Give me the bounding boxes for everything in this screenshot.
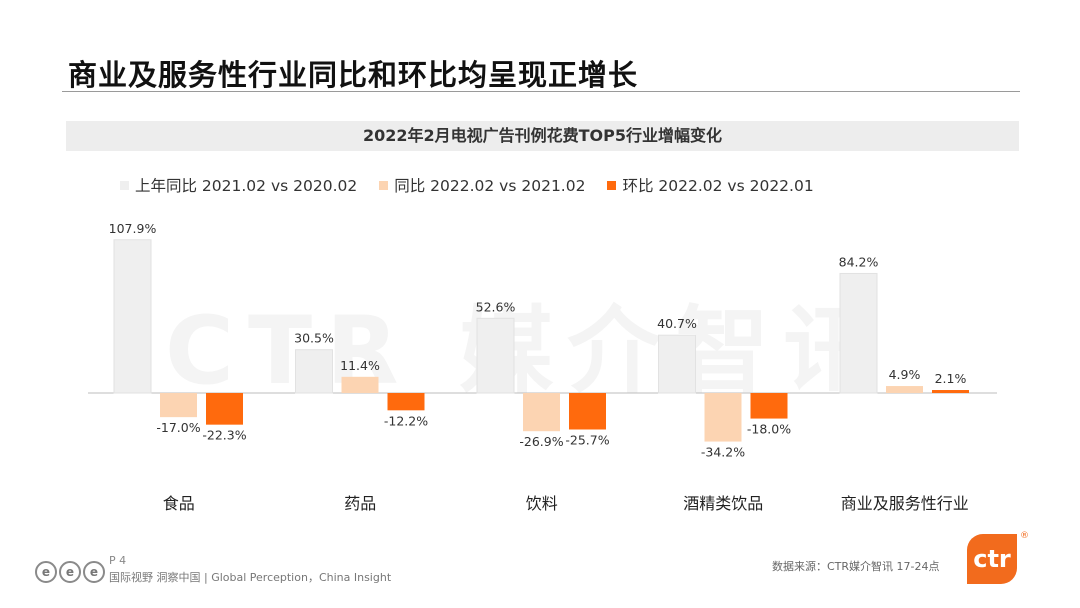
ctr-logo: ctr [967,534,1017,584]
bar-0-0 [113,239,152,394]
legend-swatch [120,180,129,190]
data-label: -12.2% [384,413,428,428]
footer-slogan: 国际视野 洞察中国 | Global Perception，China Insi… [109,571,392,584]
legend-swatch [379,180,389,190]
bar-2-2 [569,393,606,430]
category-label: 饮料 [526,494,558,513]
data-label: 11.4% [340,358,380,373]
data-label: 4.9% [889,367,921,382]
category-label: 药品 [344,494,376,513]
data-label: -17.0% [156,420,200,435]
data-label: 2.1% [935,371,967,386]
bar-0-1 [160,393,197,418]
chart-title: 2022年2月电视广告刊例花费TOP5行业增幅变化 [66,121,1019,151]
data-label: 40.7% [657,316,697,331]
circle-e-icon: e [83,561,105,583]
data-label: 107.9% [109,221,157,236]
data-label: -34.2% [701,445,745,460]
bar-3-0 [658,334,696,394]
legend-swatch [607,180,617,190]
bar-2-0 [476,317,515,394]
legend-label: 同比 2022.02 vs 2021.02 [394,177,586,195]
registered-mark: ® [1020,531,1029,541]
legend-label: 上年同比 2021.02 vs 2020.02 [135,177,358,195]
watermark: CTR 媒介智讯 [165,297,892,406]
data-label: -26.9% [519,434,563,449]
bar-4-2 [932,390,969,393]
legend-item-yoy: 同比 2022.02 vs 2021.02 [379,174,585,196]
data-label: -18.0% [747,422,791,437]
bar-1-0 [295,349,333,394]
legend-item-yoy-last-year: 上年同比 2021.02 vs 2020.02 [120,174,357,196]
footer-logo: e e e [35,561,105,583]
category-label: 食品 [163,494,195,513]
data-label: -25.7% [565,432,609,447]
title-divider [62,91,1020,92]
bar-0-2 [206,393,243,425]
bar-4-0 [839,272,878,394]
bar-4-1 [886,386,923,393]
circle-e-icon: e [35,561,57,583]
category-label: 酒精类饮品 [683,494,763,513]
data-source: 数据来源：CTR媒介智讯 17-24点 [772,560,940,573]
bar-2-1 [523,393,560,432]
legend-item-mom: 环比 2022.02 vs 2022.01 [607,174,814,196]
bar-1-2 [387,393,425,411]
data-label: 30.5% [294,331,334,346]
bar-3-2 [750,393,788,419]
legend-label: 环比 2022.02 vs 2022.01 [622,177,814,195]
data-label: -22.3% [202,428,246,443]
circle-e-icon: e [59,561,81,583]
page-title: 商业及服务性行业同比和环比均呈现正增长 [68,58,639,92]
category-label: 商业及服务性行业 [841,494,969,513]
data-label: 52.6% [476,299,516,314]
bar-1-1 [341,376,379,393]
page-number: P 4 [109,554,127,567]
chart-legend: 上年同比 2021.02 vs 2020.02 同比 2022.02 vs 20… [120,174,814,196]
data-label: 84.2% [839,254,879,269]
bar-3-1 [704,393,742,442]
